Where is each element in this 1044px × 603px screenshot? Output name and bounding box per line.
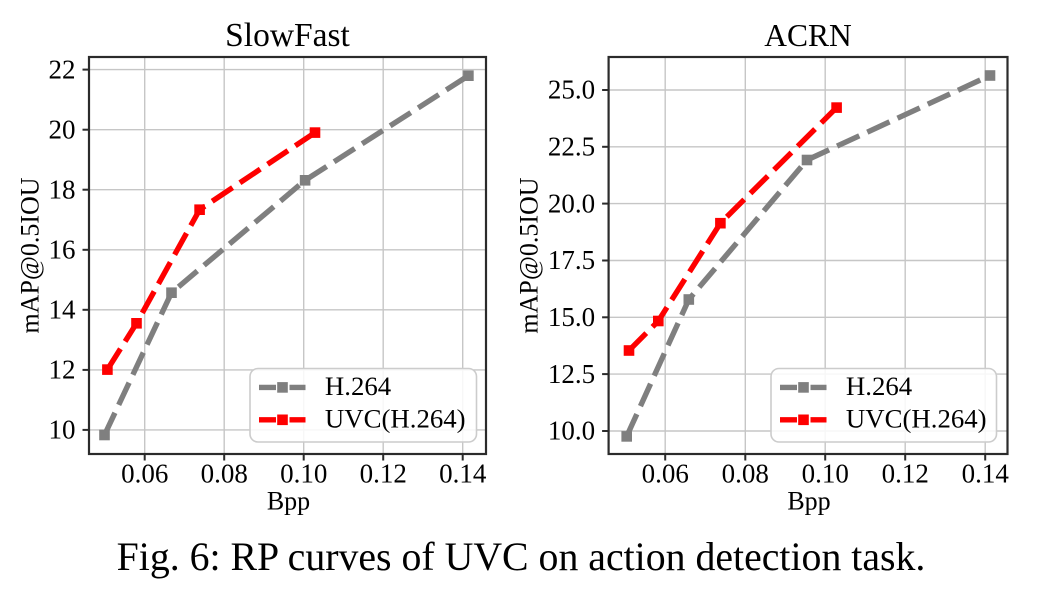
svg-text:15.0: 15.0	[548, 302, 595, 332]
svg-text:22: 22	[49, 54, 76, 84]
svg-text:ACRN: ACRN	[764, 18, 852, 53]
svg-text:H.264: H.264	[325, 371, 391, 401]
svg-text:SlowFast: SlowFast	[225, 17, 350, 54]
svg-text:Bpp: Bpp	[787, 487, 830, 516]
svg-text:0.08: 0.08	[722, 459, 769, 489]
svg-text:UVC(H.264): UVC(H.264)	[846, 403, 987, 433]
svg-text:mAP@0.5IOU: mAP@0.5IOU	[515, 177, 544, 333]
svg-text:12: 12	[49, 355, 76, 385]
svg-text:mAP@0.5IOU: mAP@0.5IOU	[16, 177, 45, 333]
svg-text:12.5: 12.5	[548, 359, 595, 389]
svg-text:0.08: 0.08	[201, 459, 248, 489]
svg-text:0.10: 0.10	[280, 459, 327, 489]
svg-text:18: 18	[49, 174, 76, 204]
svg-text:17.5: 17.5	[548, 245, 595, 275]
svg-text:0.06: 0.06	[642, 459, 689, 489]
svg-text:20.0: 20.0	[548, 188, 595, 218]
svg-text:0.14: 0.14	[439, 459, 487, 489]
svg-text:0.06: 0.06	[121, 459, 168, 489]
svg-text:22.5: 22.5	[548, 132, 595, 162]
svg-text:25.0: 25.0	[548, 75, 595, 105]
svg-text:0.12: 0.12	[360, 459, 407, 489]
svg-text:10.0: 10.0	[548, 416, 595, 446]
svg-text:UVC(H.264): UVC(H.264)	[325, 403, 466, 433]
svg-text:0.12: 0.12	[882, 459, 929, 489]
svg-text:0.14: 0.14	[962, 459, 1010, 489]
svg-text:16: 16	[49, 235, 76, 265]
svg-text:H.264: H.264	[846, 371, 912, 401]
svg-text:0.10: 0.10	[802, 459, 849, 489]
svg-text:14: 14	[49, 295, 77, 325]
svg-text:20: 20	[49, 114, 76, 144]
svg-text:Bpp: Bpp	[267, 487, 310, 516]
svg-text:10: 10	[49, 415, 76, 445]
svg-text:Fig. 6: RP curves of UVC on ac: Fig. 6: RP curves of UVC on action detec…	[117, 535, 926, 579]
